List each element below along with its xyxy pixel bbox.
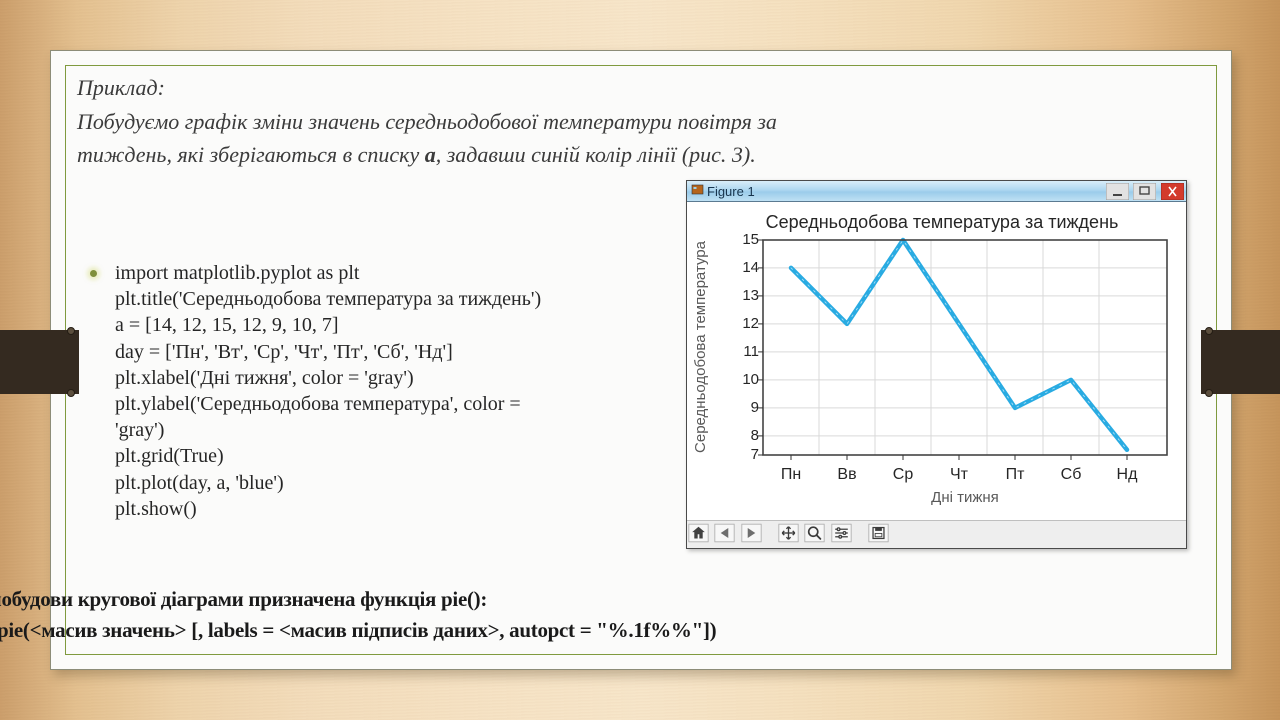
svg-text:9: 9 [751,399,759,416]
svg-text:Чт: Чт [950,466,969,483]
svg-text:Дні тижня: Дні тижня [931,489,999,506]
svg-text:Ср: Ср [893,466,914,483]
svg-text:Середньодобова температура за: Середньодобова температура за тиждень [766,212,1119,232]
svg-text:Середньодобова температура: Середньодобова температура [692,240,709,453]
svg-text:10: 10 [742,371,759,388]
svg-text:15: 15 [742,231,759,248]
svg-text:Пн: Пн [781,466,801,483]
svg-text:7: 7 [751,446,759,463]
svg-text:Пт: Пт [1006,466,1026,483]
svg-text:13: 13 [742,287,759,304]
svg-text:8: 8 [751,427,759,444]
svg-text:Вв: Вв [837,466,856,483]
svg-text:12: 12 [742,315,759,332]
svg-text:11: 11 [743,343,759,360]
svg-text:Нд: Нд [1117,466,1139,483]
svg-text:Сб: Сб [1061,466,1082,483]
svg-text:14: 14 [742,259,759,276]
